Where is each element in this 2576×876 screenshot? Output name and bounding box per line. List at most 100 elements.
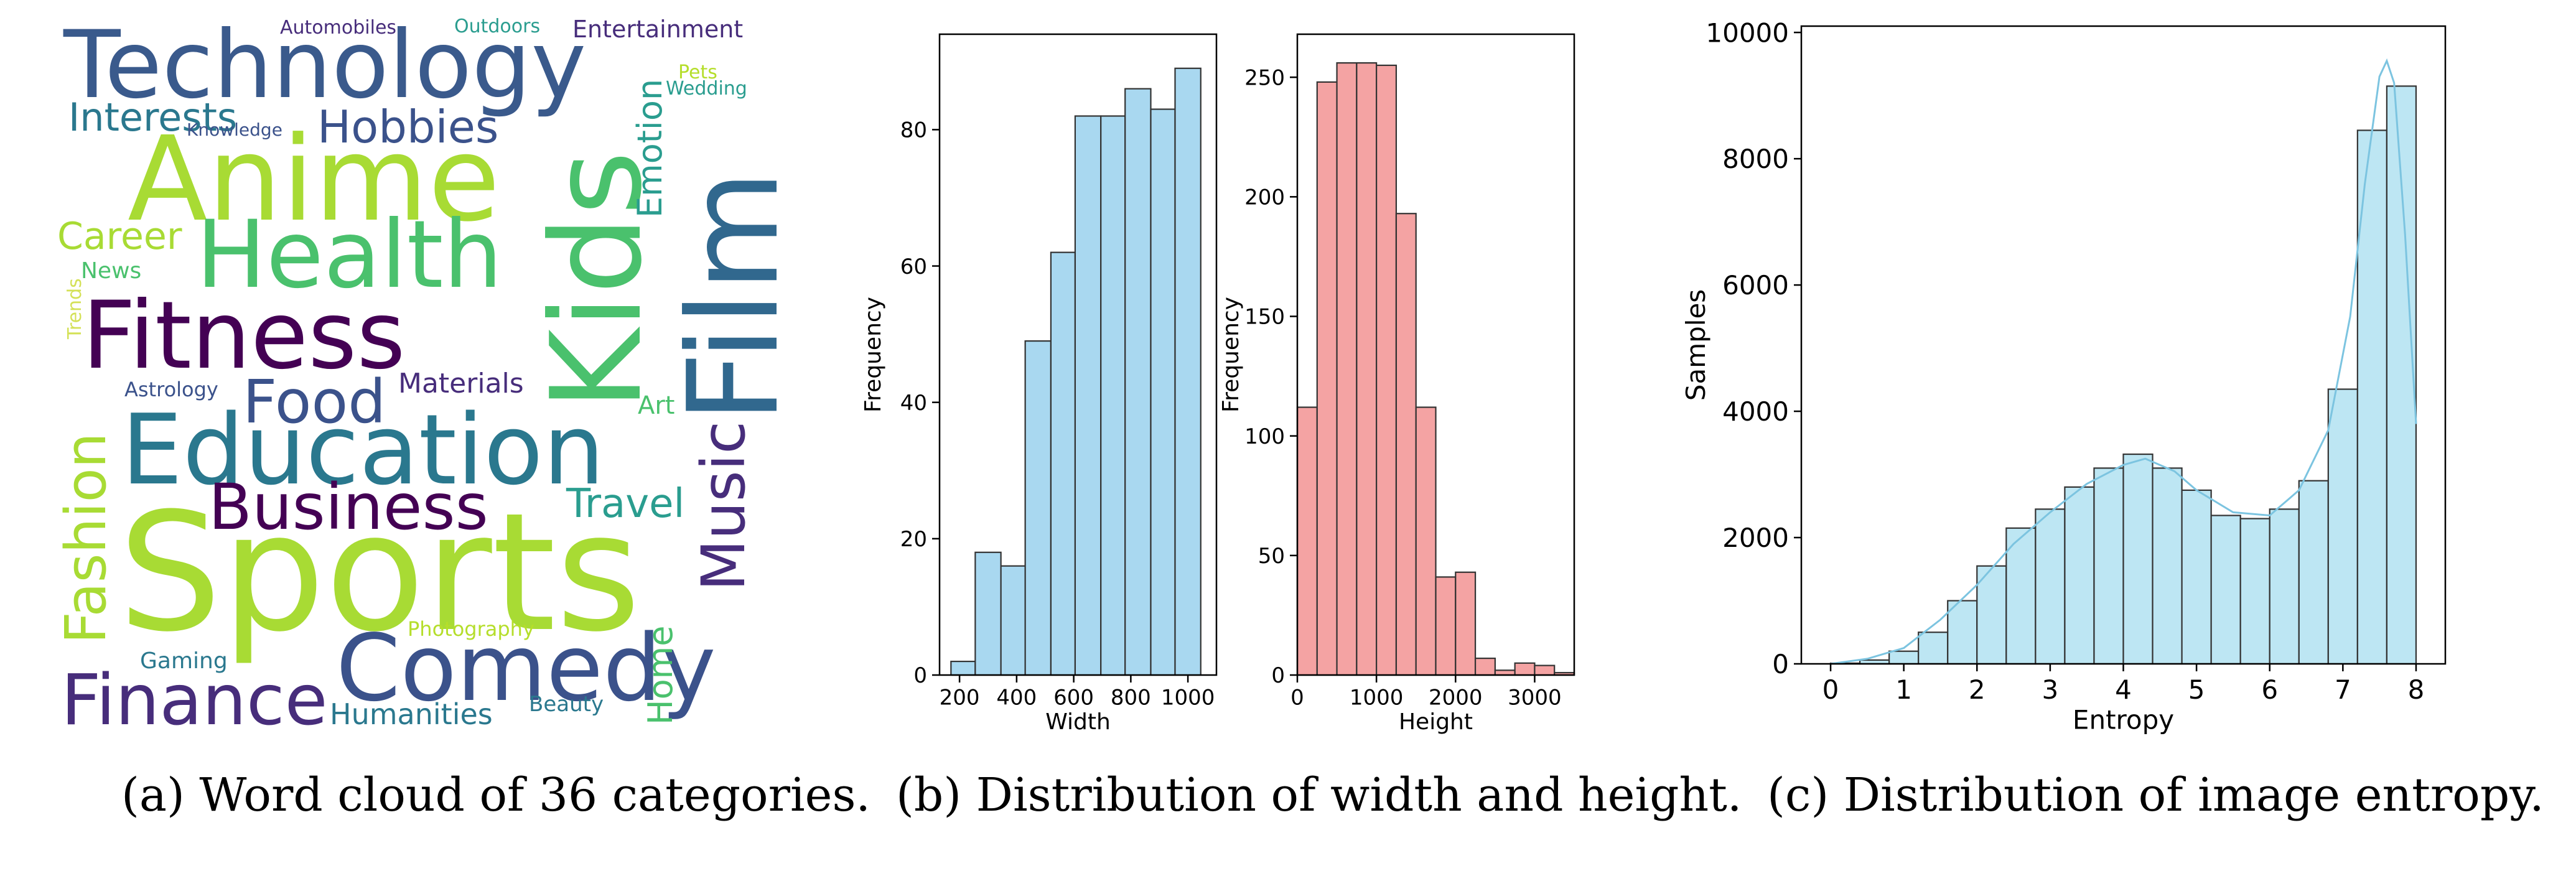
entropy-ytick-label-4: 8000 (1722, 144, 1789, 174)
height-axes-frame (1296, 33, 1575, 676)
word-astrology: Astrology (124, 378, 218, 401)
word-fashion: Fashion (54, 432, 119, 644)
entropy-bar-19 (2386, 85, 2417, 665)
word-interests: Interests (68, 95, 238, 140)
height-ytick-label-3: 150 (1244, 305, 1285, 330)
height-bar-7 (1435, 576, 1457, 676)
height-bar-9 (1474, 657, 1496, 676)
word-technology: Technology (63, 11, 587, 119)
word-entertainment: Entertainment (572, 16, 744, 43)
height-xtick-label-0: 0 (1290, 686, 1304, 711)
entropy-xlabel: Entropy (2073, 704, 2174, 735)
word-materials: Materials (398, 368, 524, 399)
width-bar-8 (1150, 108, 1176, 676)
word-education: Education (121, 393, 605, 506)
height-xtick-label-3: 3000 (1508, 686, 1562, 711)
entropy-bar-15 (2269, 508, 2300, 665)
width-ytick-label-2: 40 (900, 391, 927, 416)
word-anime: Anime (128, 111, 500, 248)
entropy-bar-2 (1888, 650, 1920, 665)
caption-a: (a) Word cloud of 36 categories. (121, 768, 870, 822)
height-ylabel: Frequency (1220, 297, 1244, 412)
word-automobiles: Automobiles (280, 17, 397, 39)
width-histogram: 200 400 600 800 1000 0 20 40 60 80 Width Frequency (861, 33, 1218, 735)
height-ytick-label-5: 250 (1244, 65, 1285, 90)
word-film: Film (661, 170, 806, 423)
height-bar-3 (1356, 62, 1378, 676)
height-ytick-label-0: 0 (1271, 663, 1285, 688)
width-axes-frame (938, 33, 1218, 676)
width-bar-0 (950, 660, 976, 676)
word-career: Career (57, 215, 182, 258)
word-photography: Photography (408, 617, 534, 641)
height-ytick-label-2: 100 (1244, 424, 1285, 449)
width-bar-9 (1174, 67, 1202, 676)
word-knowledge: Knowledge (187, 119, 282, 140)
word-comedy: Comedy (336, 615, 716, 722)
width-ylabel: Frequency (861, 297, 886, 412)
caption-b: (b) Distribution of width and height. (896, 768, 1742, 822)
height-bar-1 (1316, 81, 1338, 676)
width-bar-1 (974, 551, 1002, 676)
entropy-xtick-label-7: 7 (2335, 674, 2351, 705)
entropy-ytick-label-2: 4000 (1722, 396, 1789, 427)
entropy-xtick-label-3: 3 (2042, 674, 2059, 705)
entropy-bar-8 (2064, 486, 2095, 665)
entropy-bar-7 (2035, 508, 2066, 665)
width-bar-5 (1074, 115, 1102, 676)
height-histogram: 0 1000 2000 3000 0 50 100 150 200 250 Height Freque… (1220, 33, 1575, 735)
word-sports: Sports (118, 478, 641, 668)
width-bar-3 (1024, 340, 1052, 676)
entropy-kde-curve (1830, 58, 2417, 665)
entropy-bar-17 (2327, 388, 2358, 665)
entropy-bar-9 (2093, 467, 2124, 665)
word-home: Home (641, 625, 680, 725)
entropy-bar-3 (1918, 631, 1949, 665)
width-ytick-label-0: 0 (913, 663, 927, 688)
word-travel: Travel (566, 481, 685, 527)
width-xtick-label-0: 200 (940, 686, 980, 711)
height-ytick-label-4: 200 (1244, 185, 1285, 210)
word-hobbies: Hobbies (317, 101, 499, 153)
word-gaming: Gaming (140, 648, 228, 674)
word-pets: Pets (678, 62, 717, 83)
height-bar-8 (1455, 571, 1477, 676)
caption-c: (c) Distribution of image entropy. (1767, 768, 2544, 822)
word-business: Business (208, 470, 488, 544)
height-bar-6 (1415, 406, 1437, 676)
entropy-xtick-label-5: 5 (2188, 674, 2205, 705)
height-bar-0 (1296, 406, 1318, 676)
word-fitness: Fitness (82, 282, 406, 390)
height-xtick-label-2: 2000 (1429, 686, 1483, 711)
width-xtick-label-4: 1000 (1161, 686, 1215, 711)
entropy-bar-16 (2298, 480, 2329, 665)
word-trends: Trends (64, 278, 86, 339)
entropy-ylabel: Samples (1681, 289, 1711, 401)
entropy-xtick-label-0: 0 (1822, 674, 1839, 705)
entropy-ytick-label-3: 6000 (1722, 270, 1789, 301)
entropy-ytick-label-0: 0 (1772, 649, 1789, 679)
height-xtick-label-1: 1000 (1350, 686, 1404, 711)
width-bar-2 (1000, 565, 1026, 676)
entropy-xtick-label-8: 8 (2408, 674, 2425, 705)
width-xtick-label-1: 400 (996, 686, 1037, 711)
entropy-bar-10 (2122, 453, 2154, 665)
height-bar-11 (1514, 662, 1536, 676)
entropy-ytick-label-5: 10000 (1706, 17, 1789, 48)
height-bar-2 (1336, 62, 1358, 676)
entropy-bar-4 (1947, 600, 1978, 665)
height-bar-12 (1534, 664, 1556, 676)
word-finance: Finance (61, 660, 328, 741)
entropy-bar-13 (2210, 515, 2241, 665)
width-xtick-label-2: 600 (1053, 686, 1094, 711)
word-outdoors: Outdoors (454, 16, 541, 37)
word-cloud: Technology Anime Health Fitness Educatio… (54, 11, 806, 741)
word-beauty: Beauty (529, 692, 604, 717)
entropy-bar-11 (2152, 467, 2183, 665)
width-xlabel: Width (1045, 709, 1111, 735)
entropy-xtick-label-1: 1 (1895, 674, 1912, 705)
entropy-bar-14 (2239, 518, 2270, 665)
width-ytick-label-1: 20 (900, 527, 927, 552)
word-humanities: Humanities (330, 697, 493, 731)
entropy-xtick-label-6: 6 (2261, 674, 2278, 705)
